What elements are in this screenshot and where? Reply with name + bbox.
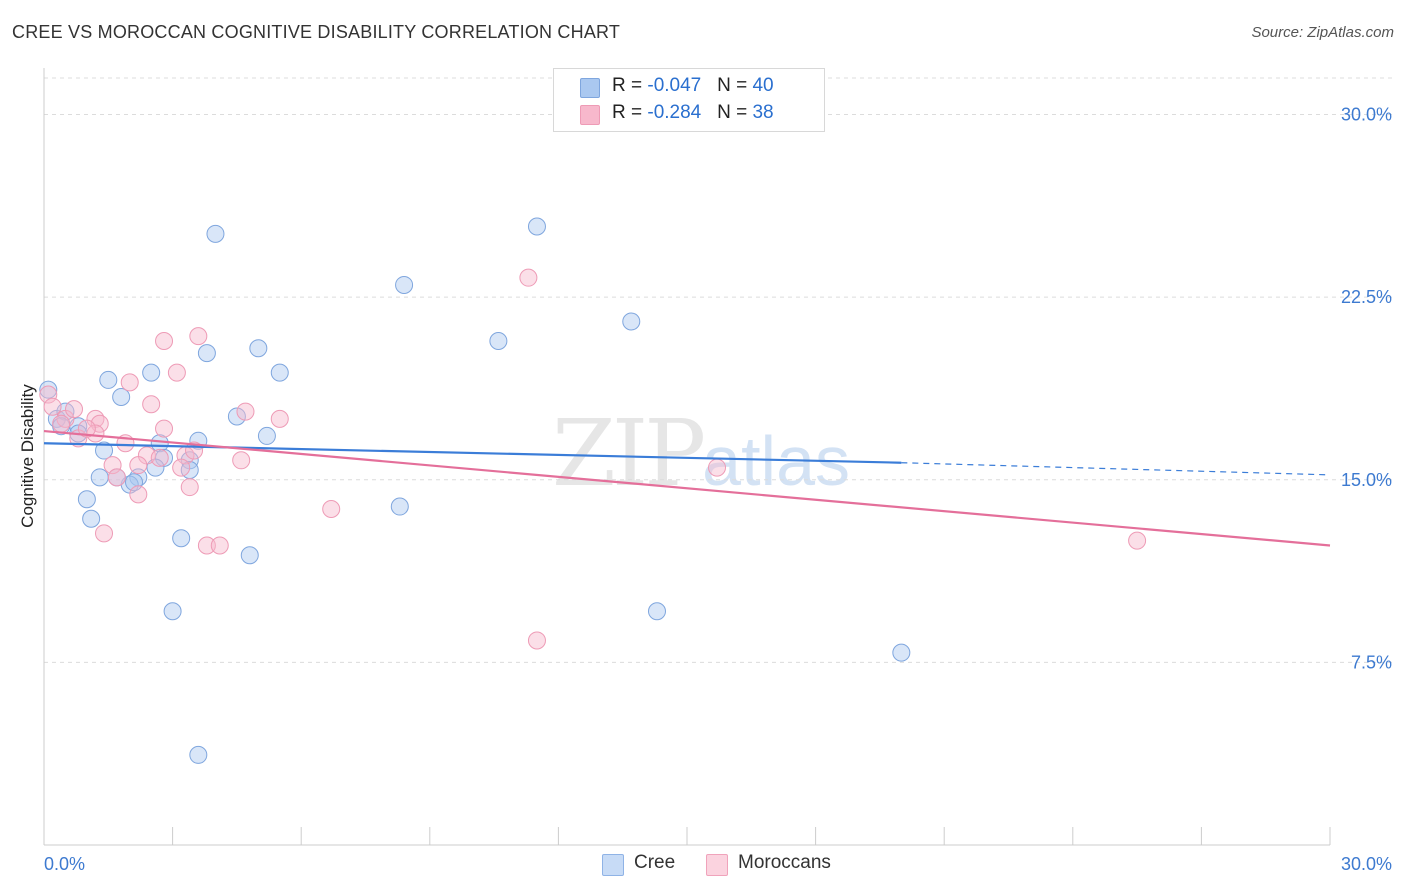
source-credit: Source: ZipAtlas.com <box>1251 24 1394 41</box>
n-label: N = <box>717 102 753 123</box>
cree-point <box>197 344 216 363</box>
moroccans-point <box>236 402 255 421</box>
cree-point <box>172 529 191 548</box>
cree-point <box>99 370 118 389</box>
stats-legend: R = -0.047 N = 40 R = -0.284 N = 38 <box>553 68 825 132</box>
legend-row-cree: R = -0.047 N = 40 <box>580 75 774 99</box>
cree-point <box>206 224 225 243</box>
cree-point <box>150 434 169 453</box>
cree-trend-line <box>43 442 902 464</box>
cree-point <box>257 426 276 445</box>
grid-lines <box>44 77 1392 663</box>
cree-point <box>90 468 109 487</box>
moroccans-point <box>1128 531 1147 550</box>
y-axis-label: Cognitive Disability <box>18 384 37 528</box>
legend-row-moroccans: R = -0.284 N = 38 <box>580 102 774 126</box>
moroccans-stats: R = -0.284 N = 38 <box>612 102 774 124</box>
cree-point <box>395 275 414 294</box>
moroccans-point <box>155 331 174 350</box>
x-tick-label: 30.0% <box>1341 854 1392 874</box>
y-tick-label: 22.5% <box>1341 287 1392 307</box>
cree-point <box>390 497 409 516</box>
moroccans-point <box>189 327 208 346</box>
cree-point <box>527 217 546 236</box>
moroccans-point <box>180 478 199 497</box>
moroccans-point <box>77 419 96 438</box>
r-value: -0.284 <box>647 102 702 123</box>
moroccans-point <box>270 409 289 428</box>
moroccans-point <box>86 424 105 443</box>
moroccans-point <box>210 536 229 555</box>
moroccans-point <box>103 456 122 475</box>
moroccans-point <box>232 451 251 470</box>
cree-legend-swatch <box>602 854 624 876</box>
r-value: -0.047 <box>647 75 702 96</box>
r-label: R = <box>612 75 648 96</box>
cree-point <box>125 473 144 492</box>
y-tick-label: 15.0% <box>1341 470 1392 490</box>
cree-trend-extension <box>901 462 1331 476</box>
cree-point <box>647 602 666 621</box>
moroccans-point <box>65 400 84 419</box>
y-tick-label: 30.0% <box>1341 105 1392 125</box>
cree-point <box>270 363 289 382</box>
y-tick-label: 7.5% <box>1351 652 1392 672</box>
moroccans-point <box>197 536 216 555</box>
cree-point <box>39 380 58 399</box>
n-label: N = <box>717 75 753 96</box>
cree-swatch <box>580 78 600 98</box>
n-value: 38 <box>752 102 774 123</box>
trend-lines <box>43 429 1331 547</box>
tick-labels: 7.5% 15.0% 22.5% 30.0% 0.0% 30.0% <box>44 105 1392 874</box>
moroccans-legend-label: Moroccans <box>738 852 831 873</box>
watermark-zip: ZIP <box>552 400 706 507</box>
axes <box>43 68 1331 846</box>
cree-point <box>240 546 259 565</box>
x-tick-label: 0.0% <box>44 854 85 874</box>
cree-point <box>622 312 641 331</box>
moroccans-point <box>129 485 148 504</box>
cree-point <box>77 490 96 509</box>
cree-point <box>189 745 208 764</box>
moroccans-point <box>527 631 546 650</box>
moroccans-point <box>95 524 114 543</box>
moroccans-point <box>39 385 58 404</box>
moroccans-point <box>322 499 341 518</box>
cree-point <box>82 509 101 528</box>
cree-point <box>227 407 246 426</box>
cree-legend-label: Cree <box>634 852 676 873</box>
cree-point <box>142 363 161 382</box>
r-label: R = <box>612 102 648 123</box>
cree-stats: R = -0.047 N = 40 <box>612 75 774 97</box>
moroccans-point <box>155 419 174 438</box>
cree-point <box>95 441 114 460</box>
cree-point <box>112 387 131 406</box>
chart-title: CREE VS MOROCCAN COGNITIVE DISABILITY CO… <box>12 22 621 42</box>
n-value: 40 <box>752 75 774 96</box>
cree-point <box>249 339 268 358</box>
moroccans-point <box>43 397 62 416</box>
cree-point <box>892 643 911 662</box>
moroccans-point <box>142 395 161 414</box>
moroccans-legend-swatch <box>706 854 728 876</box>
moroccans-swatch <box>580 105 600 125</box>
moroccans-point <box>172 458 191 477</box>
moroccans-point <box>150 448 169 467</box>
moroccans-trend-line <box>43 429 1331 547</box>
moroccans-point <box>129 456 148 475</box>
moroccans-point <box>52 414 71 433</box>
moroccans-point <box>120 373 139 392</box>
moroccans-point <box>519 268 538 287</box>
moroccans-point <box>107 468 126 487</box>
moroccans-point <box>167 363 186 382</box>
cree-point <box>489 331 508 350</box>
cree-point <box>163 602 182 621</box>
moroccans-point <box>708 458 727 477</box>
data-points <box>39 217 1147 764</box>
